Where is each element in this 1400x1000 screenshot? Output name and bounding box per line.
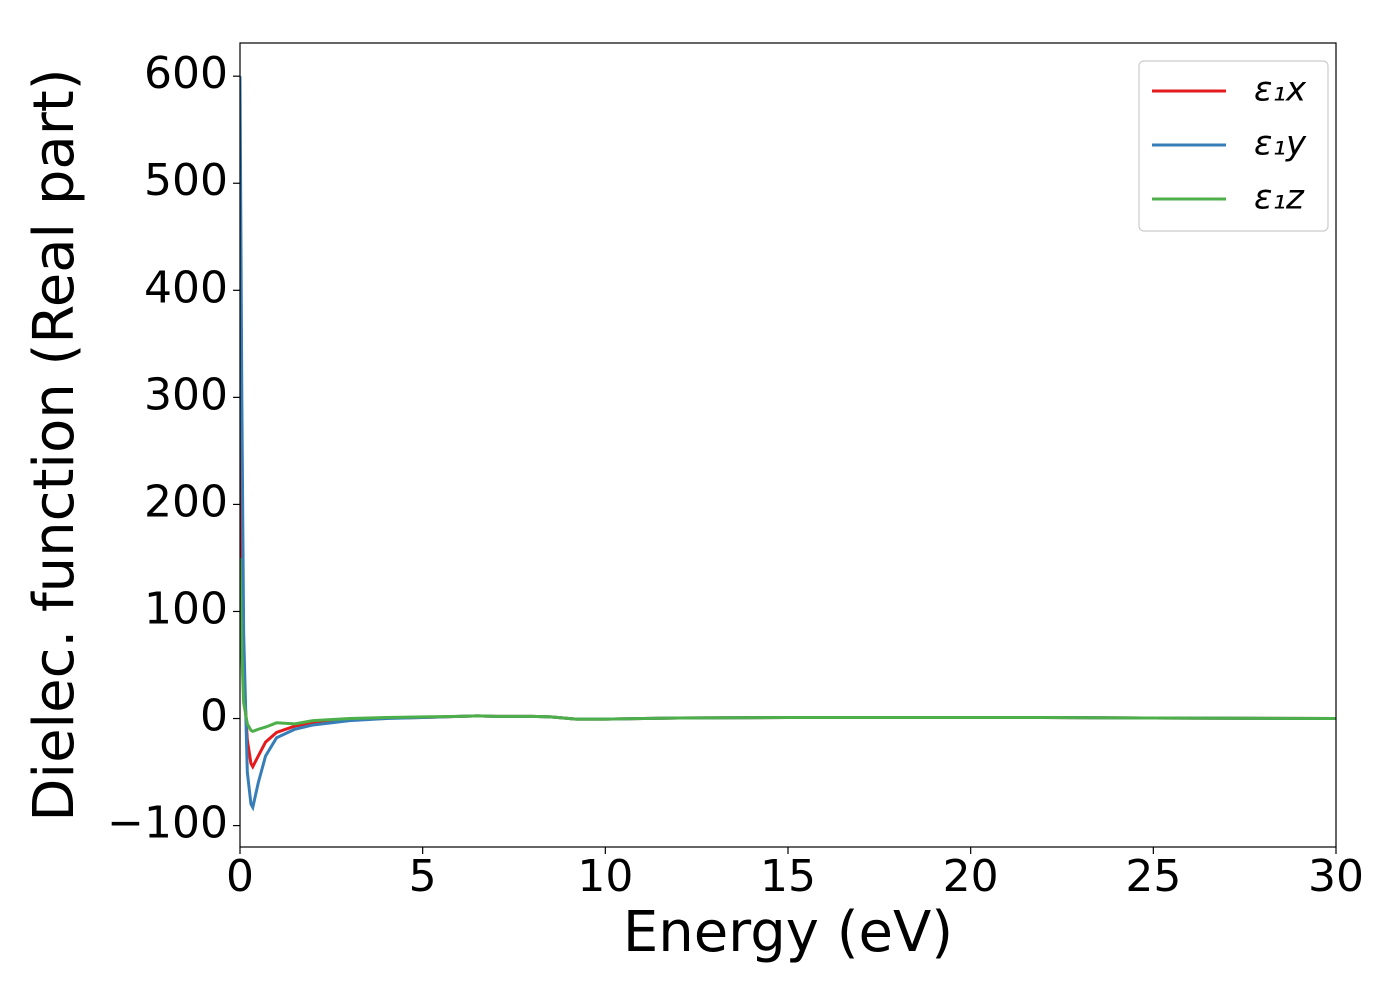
legend-label: ε₁x	[1254, 70, 1307, 110]
x-tick-label: 5	[409, 851, 437, 902]
y-tick-label: 300	[144, 369, 228, 420]
y-tick-label: 0	[200, 691, 228, 742]
y-tick-label: 200	[144, 476, 228, 527]
x-axis-label: Energy (eV)	[623, 900, 953, 965]
legend-label: ε₁y	[1254, 124, 1307, 164]
y-tick-label: 100	[144, 583, 228, 634]
x-tick-label: 20	[943, 851, 999, 902]
data-line	[240, 386, 1336, 770]
y-tick-label: 400	[144, 262, 228, 313]
y-tick-label: 500	[144, 155, 228, 206]
legend-label: ε₁z	[1254, 178, 1305, 218]
y-axis-label: Dielec. function (Real part)	[22, 68, 87, 821]
plot-frame	[239, 42, 1337, 848]
x-tick-label: 0	[226, 851, 254, 902]
x-tick-label: 10	[577, 851, 633, 902]
x-tick-label: 15	[760, 851, 816, 902]
x-tick-label: 25	[1125, 851, 1181, 902]
data-line	[240, 557, 1336, 734]
y-tick-label: 600	[144, 48, 228, 99]
y-tick-label: −100	[107, 798, 228, 849]
legend-box	[1138, 60, 1329, 232]
x-tick-label: 30	[1308, 851, 1364, 902]
